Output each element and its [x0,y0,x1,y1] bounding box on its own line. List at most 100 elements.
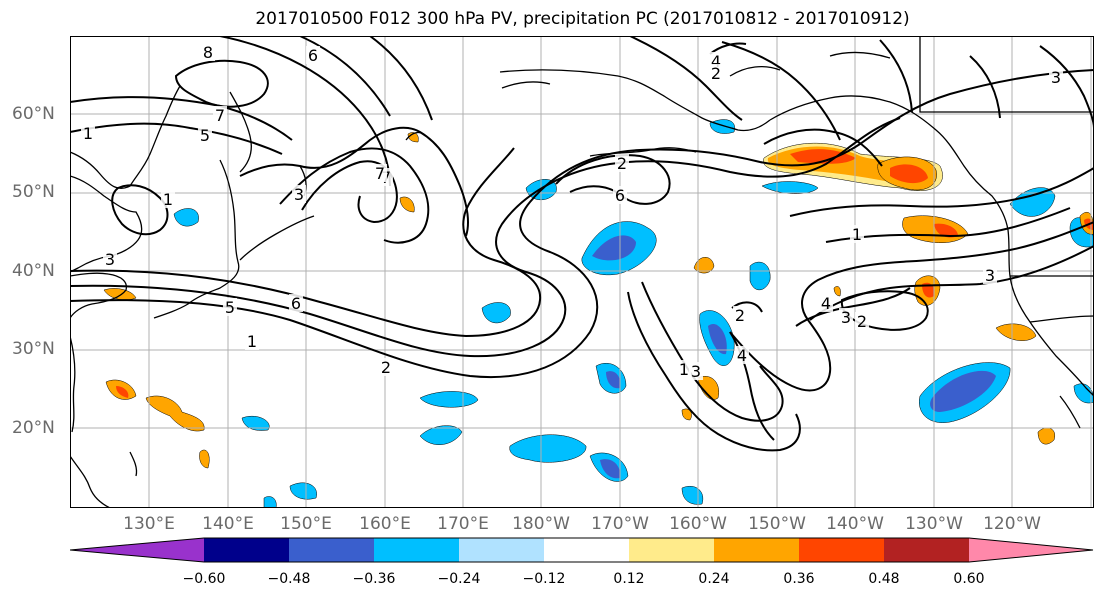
contour-label-bg [819,294,833,312]
contour-label: 6 [308,46,318,65]
colorbar-tick: −0.36 [352,571,396,587]
contour-label-bg [733,306,747,324]
map-frame [70,36,1094,508]
contour-label-bg [373,164,387,182]
map-panel: 8675711365123726421324324133 [70,36,1094,508]
colorbar-segment [629,538,714,562]
contour-label: 7 [375,164,385,183]
precip-pos-region [103,288,137,301]
lon-label-160e: 160°E [359,514,411,534]
colorbar-tick: 0.60 [953,571,985,587]
contour-label: 1 [163,190,173,209]
lon-label-120w: 120°W [983,514,1041,534]
contour-label-bg [161,190,175,208]
lon-label-140e: 140°E [202,514,254,534]
contour-label: 1 [852,225,862,244]
contour-label-bg [81,124,95,142]
colorbar-segment [884,538,969,562]
contour-label-bg [223,298,237,316]
contour-label-bg [289,294,303,312]
contour-label-bg [735,346,749,364]
colorbar-segment [289,538,374,562]
precip-neg-region [1009,187,1056,217]
colorbar-segment [714,538,799,562]
precip-pos-region [145,395,205,432]
colorbar-segment [374,538,459,562]
precip-neg-region [509,434,587,463]
lat-label-50n: 50°N [12,182,55,202]
contour-label-bg [292,185,306,203]
contour-label: 4 [737,346,747,365]
precip-pos-region [693,257,715,274]
contour-label: 1 [83,124,93,143]
precip-shading [103,119,1094,508]
contour-label-bg [245,332,259,350]
colorbar-tick: −0.48 [267,571,311,587]
contour-label-bg [103,250,117,268]
contour-label: 3 [691,362,701,381]
contour-label: 7 [215,106,225,125]
precip-pos-region [1037,427,1056,445]
contour-label: 1 [679,360,689,379]
precip-neg-region [749,261,771,291]
contour-label: 8 [203,43,213,62]
colorbar-tick: −0.24 [437,571,481,587]
colorbar-tick: 0.24 [698,571,730,587]
precip-neg-region [481,302,511,324]
contour-label: 4 [711,52,721,71]
contour-label: 2 [711,64,721,83]
contour-label-bg [983,266,997,284]
colorbar-tick: 0.36 [783,571,815,587]
graticule [70,36,1094,508]
contour-label: 3 [294,185,304,204]
contour-label: 1 [247,332,257,351]
contour-label-bg [201,43,215,61]
lon-label-150w: 150°W [748,514,806,534]
lon-label-140w: 140°W [826,514,884,534]
contour-label: 3 [985,266,995,285]
precip-pos-region [833,286,841,297]
contour-label: 3 [1051,68,1061,87]
precip-pos-region [199,449,210,469]
contour-label-bg [613,186,627,204]
colorbar-extend-max [969,538,1093,562]
lon-label-150e: 150°E [280,514,332,534]
lat-label-60n: 60°N [12,104,55,124]
precip-neg-region [173,208,199,227]
contour-label: 6 [291,294,301,313]
contour-label: 2 [735,306,745,325]
contour-label: 6 [615,186,625,205]
lon-label-180w: 180°W [512,514,570,534]
precip-neg-region [241,415,270,431]
contour-label-bg [213,106,227,124]
colorbar-extend-min [70,538,204,562]
contour-label: 2 [617,154,627,173]
precip-neg-region [289,482,317,500]
contour-label-bg [855,312,869,330]
contour-label: 4 [821,294,831,313]
colorbar-tick: 0.12 [613,571,645,587]
contour-label-bg [615,154,629,172]
contour-label-bg [839,308,853,326]
precip-pos-region [399,196,415,213]
precip-pos-region [995,323,1037,341]
precip-pos-region [681,408,692,421]
contour-label-bg [677,360,691,378]
contour-label-bg [306,46,320,64]
contour-label: 3 [841,308,851,327]
contour-label: 5 [225,298,235,317]
colorbar-tick: 0.48 [868,571,900,587]
precip-neg-region [761,181,819,194]
pv-contours [70,36,1094,452]
contour-label: 2 [381,358,391,377]
colorbar-outline [70,537,1094,563]
contour-label-bg [379,358,393,376]
lon-label-160w: 160°W [669,514,727,534]
map-title: 2017010500 F012 300 hPa PV, precipitatio… [255,9,910,29]
contour-label: 2 [857,312,867,331]
contour-label-bg [1049,68,1063,86]
lat-label-20n: 20°N [12,418,55,438]
colorbar-segment [204,538,289,562]
colorbar [70,537,1094,563]
contour-label-bg [850,225,864,243]
